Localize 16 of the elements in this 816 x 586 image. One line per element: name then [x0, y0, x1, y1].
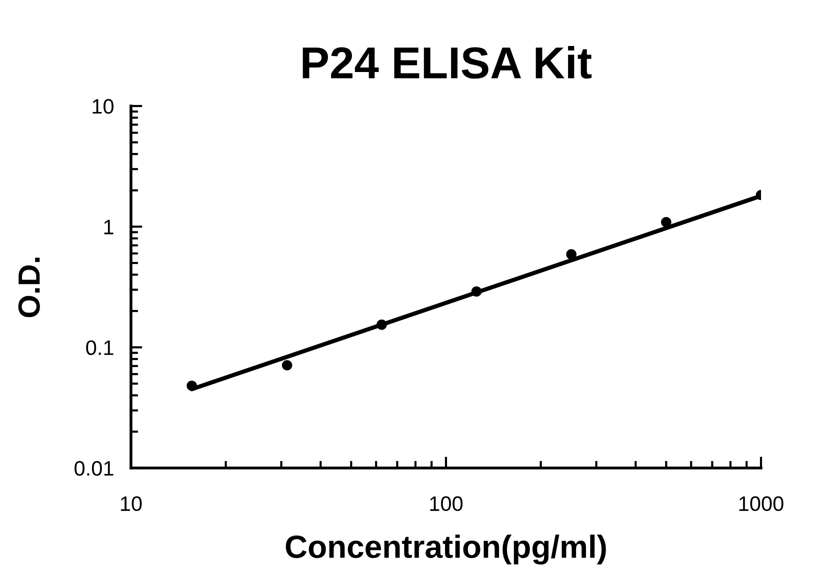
y-tick-label: 0.01	[74, 460, 114, 476]
chart-title: P24 ELISA Kit	[302, 46, 592, 79]
y-tick-label: 1	[104, 220, 114, 234]
x-tick-label: 100	[430, 496, 463, 512]
y-axis-title: O.D.	[18, 258, 40, 318]
point	[471, 286, 482, 297]
point	[186, 380, 197, 391]
y-tick-label: 10	[92, 99, 114, 114]
x-axis-title: Concentration(pg/ml)	[286, 534, 606, 565]
x-tick-label: 10	[120, 496, 142, 512]
point	[376, 320, 387, 330]
point	[282, 360, 292, 370]
point	[661, 217, 672, 228]
x-tick-label: 1000	[739, 496, 784, 512]
y-tick-label: 0.1	[86, 340, 114, 356]
point	[566, 249, 576, 260]
